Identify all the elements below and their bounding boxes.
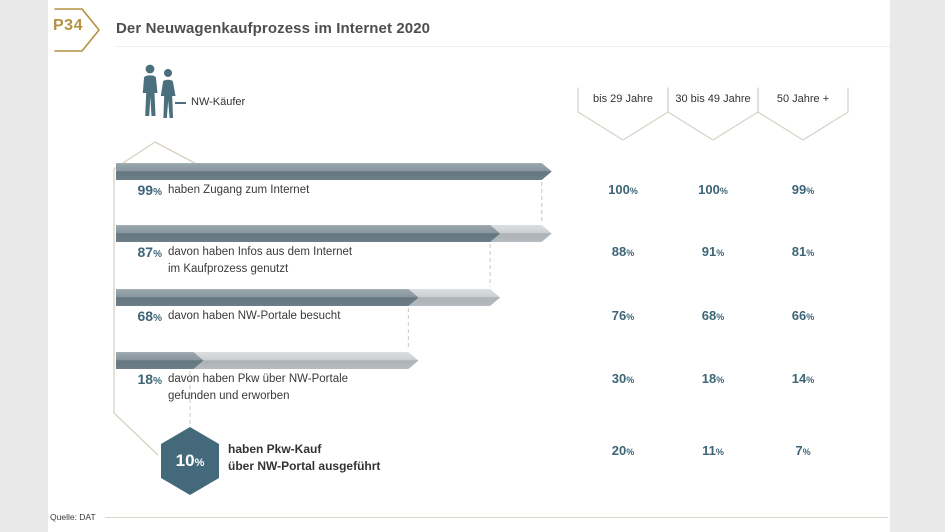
bar-value-segment	[116, 163, 552, 180]
age-column-header-3: 50 Jahre +	[776, 93, 830, 105]
row-2-percent: 87%	[137, 244, 162, 260]
value-r2-c3: 81%	[791, 244, 815, 259]
value-r1-c3: 99%	[791, 182, 815, 197]
title-divider	[115, 46, 890, 47]
bar-value-segment	[116, 289, 419, 306]
page-title: Der Neuwagenkaufprozess im Internet 2020	[116, 20, 431, 37]
value-r5-c1: 20%	[611, 443, 635, 458]
source-note: Quelle: DAT	[50, 512, 96, 522]
value-r4-c3: 14%	[791, 371, 815, 386]
value-r4-c1: 30%	[611, 371, 635, 386]
funnel-bracket-left	[113, 141, 159, 456]
age-column-header-2: 30 bis 49 Jahre	[675, 93, 751, 105]
value-r1-c1: 100%	[608, 182, 638, 197]
row-1-percent: 99%	[137, 182, 162, 198]
legend-dash	[175, 102, 186, 104]
nw-buyers-people-icon	[142, 64, 176, 118]
row-1-label: haben Zugang zum Internet	[168, 184, 310, 196]
final-value-hexagon	[161, 427, 219, 495]
value-r5-c3: 7%	[795, 443, 811, 458]
row-5-percent-hexagon-label: 10%	[175, 451, 205, 470]
right-margin-strip	[890, 0, 945, 532]
value-r3-c2: 68%	[701, 308, 725, 323]
row-2-label: davon haben Infos aus dem Internet im Kau…	[168, 246, 353, 275]
age-column-chevrons	[577, 87, 849, 141]
row-3-percent: 68%	[137, 308, 162, 324]
value-r3-c1: 76%	[611, 308, 635, 323]
value-r1-c2: 100%	[698, 182, 728, 197]
value-r2-c2: 91%	[701, 244, 725, 259]
value-r4-c2: 18%	[701, 371, 725, 386]
row-4-label: davon haben Pkw über NW-Portale gefunden …	[168, 373, 349, 402]
slide-number-badge: P34	[53, 17, 83, 34]
source-divider	[105, 517, 888, 518]
row-5-label: haben Pkw-Kauf über NW-Portal ausgeführt	[228, 442, 381, 474]
legend-label: NW-Käufer	[191, 96, 246, 108]
value-r3-c3: 66%	[791, 308, 815, 323]
bar-value-segment	[116, 225, 501, 242]
p34-badge-outline	[54, 8, 100, 52]
value-r2-c1: 88%	[611, 244, 635, 259]
left-margin-strip	[0, 0, 48, 532]
row-3-label: davon haben NW-Portale besucht	[168, 310, 341, 322]
row-4-percent: 18%	[137, 371, 162, 387]
bar-value-segment	[116, 352, 204, 369]
age-column-header-1: bis 29 Jahre	[593, 93, 653, 105]
value-r5-c2: 11%	[702, 443, 724, 458]
